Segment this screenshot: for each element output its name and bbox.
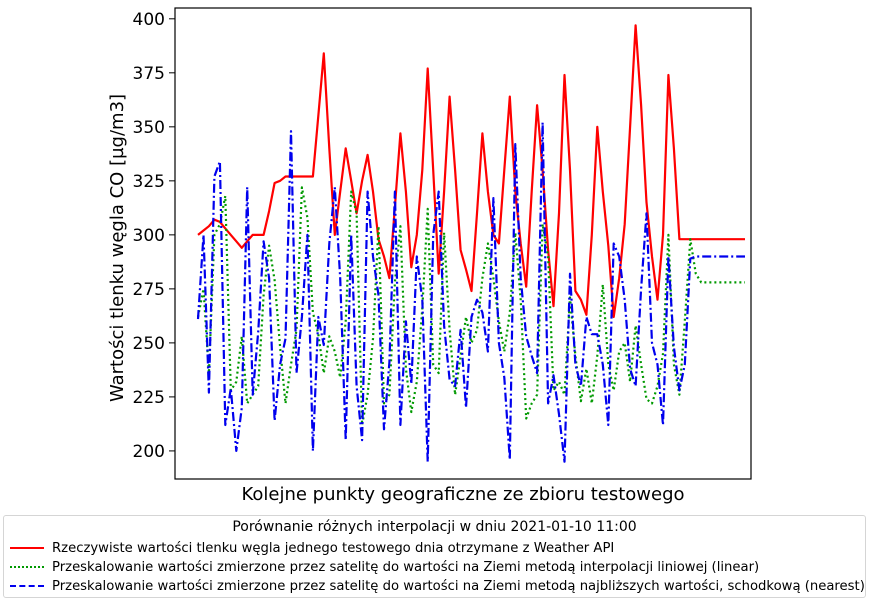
- y-axis-label: Wartości tlenku węgla CO [µg/m3]: [107, 94, 128, 402]
- legend-swatch-nearest: [10, 585, 44, 587]
- series-line-linear: [196, 186, 745, 427]
- line-chart: 200 225 250 275 300 325 350 375 400 Kolejne punk…: [107, 7, 752, 505]
- y-tick-label: 400: [133, 10, 165, 30]
- series-line-actual: [197, 24, 745, 319]
- legend-label-nearest: Przeskalowanie wartości zmierzone przez …: [52, 578, 865, 594]
- y-tick-label: 350: [133, 118, 165, 138]
- y-axis-ticks: 200 225 250 275 300 325 350 375 400: [133, 10, 175, 462]
- y-tick-label: 250: [133, 334, 165, 354]
- legend-swatch-linear: [10, 566, 44, 568]
- y-tick-label: 375: [133, 64, 165, 84]
- legend-label-actual: Rzeczywiste wartości tlenku węgla jedneg…: [52, 540, 615, 556]
- y-tick-label: 275: [133, 280, 165, 300]
- y-tick-label: 325: [133, 172, 165, 192]
- legend: Porównanie różnych interpolacji w dniu 2…: [3, 515, 866, 598]
- series-line-nearest: [196, 121, 745, 463]
- y-tick-label: 200: [133, 442, 165, 462]
- legend-entry-actual: Rzeczywiste wartości tlenku węgla jedneg…: [10, 539, 614, 557]
- legend-swatch-actual: [10, 547, 44, 549]
- legend-entry-nearest: Przeskalowanie wartości zmierzone przez …: [10, 577, 865, 595]
- x-axis-label: Kolejne punkty geograficzne ze zbioru te…: [241, 484, 684, 505]
- series-lines: [196, 24, 745, 463]
- legend-label-linear: Przeskalowanie wartości zmierzone przez …: [52, 559, 760, 575]
- legend-title: Porównanie różnych interpolacji w dniu 2…: [232, 519, 637, 535]
- plot-frame: [174, 7, 752, 480]
- y-tick-label: 225: [133, 388, 165, 408]
- y-tick-label: 300: [133, 226, 165, 246]
- legend-entry-linear: Przeskalowanie wartości zmierzone przez …: [10, 558, 759, 576]
